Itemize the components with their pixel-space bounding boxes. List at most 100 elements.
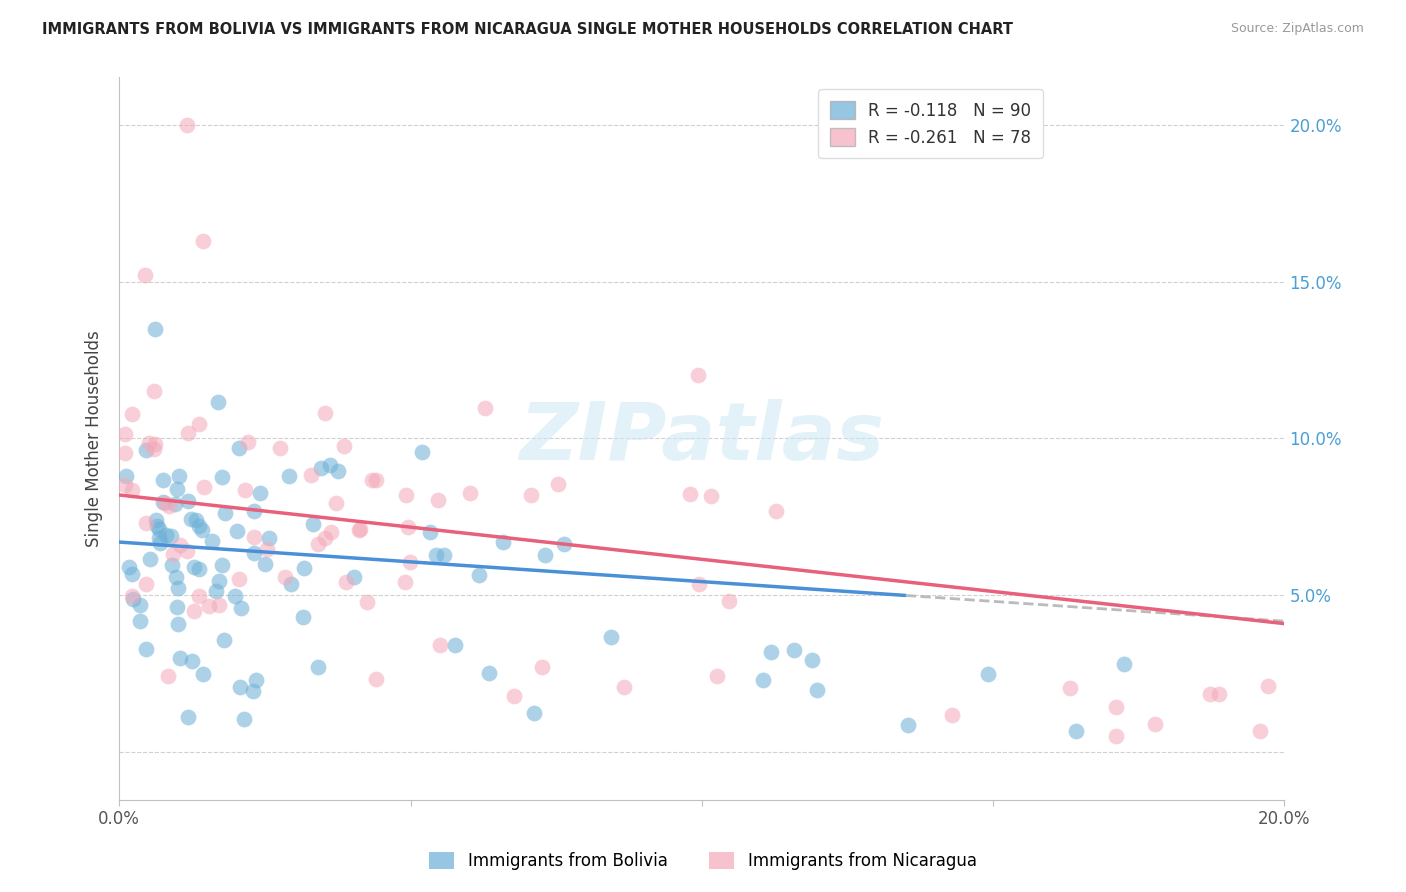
Point [235, 483, 257, 498]
Point [396, 520, 419, 534]
Point [503, 689, 526, 703]
Point [236, 434, 259, 449]
Point [253, 557, 276, 571]
Point [1249, 724, 1271, 739]
Point [142, 384, 165, 398]
Point [343, 570, 366, 584]
Text: Source: ZipAtlas.com: Source: ZipAtlas.com [1230, 22, 1364, 36]
Point [1143, 717, 1166, 731]
Point [157, 500, 180, 514]
Point [167, 469, 190, 483]
Point [129, 598, 152, 612]
Point [468, 567, 491, 582]
Point [148, 531, 170, 545]
Point [686, 368, 709, 382]
Point [759, 645, 782, 659]
Point [547, 476, 569, 491]
Point [274, 569, 297, 583]
Point [201, 534, 224, 549]
Point [187, 562, 209, 576]
Point [977, 666, 1000, 681]
Point [143, 442, 166, 457]
Point [366, 473, 388, 487]
Point [302, 516, 325, 531]
Point [197, 599, 219, 614]
Point [395, 488, 418, 502]
Point [319, 524, 342, 539]
Point [520, 488, 543, 502]
Point [145, 513, 167, 527]
Point [233, 712, 256, 726]
Point [411, 445, 433, 459]
Point [553, 537, 575, 551]
Point [167, 581, 190, 595]
Point [613, 680, 636, 694]
Point [280, 576, 302, 591]
Point [211, 470, 233, 484]
Point [134, 268, 156, 283]
Point [169, 651, 191, 665]
Point [114, 445, 136, 459]
Point [1105, 700, 1128, 714]
Point [425, 549, 447, 563]
Point [941, 708, 963, 723]
Point [121, 483, 143, 498]
Point [800, 653, 823, 667]
Point [155, 528, 177, 542]
Point [228, 441, 250, 455]
Point [752, 673, 775, 687]
Point [177, 710, 200, 724]
Point [243, 504, 266, 518]
Point [1104, 730, 1126, 744]
Point [335, 575, 357, 590]
Point [121, 567, 143, 582]
Point [183, 560, 205, 574]
Point [143, 321, 166, 335]
Point [176, 118, 198, 132]
Point [307, 660, 329, 674]
Point [166, 616, 188, 631]
Point [135, 642, 157, 657]
Point [299, 468, 322, 483]
Point [427, 493, 450, 508]
Point [165, 497, 187, 511]
Point [534, 548, 557, 562]
Point [319, 458, 342, 473]
Point [193, 480, 215, 494]
Point [333, 439, 356, 453]
Point [114, 426, 136, 441]
Point [1059, 681, 1081, 696]
Point [679, 487, 702, 501]
Point [166, 600, 188, 615]
Point [138, 552, 160, 566]
Point [184, 514, 207, 528]
Point [249, 486, 271, 500]
Point [1208, 686, 1230, 700]
Point [278, 468, 301, 483]
Point [245, 673, 267, 687]
Point [160, 529, 183, 543]
Point [314, 406, 336, 420]
Point [419, 524, 441, 539]
Point [806, 682, 828, 697]
Point [162, 548, 184, 562]
Point [309, 461, 332, 475]
Point [224, 590, 246, 604]
Point [143, 437, 166, 451]
Point [183, 604, 205, 618]
Point [349, 522, 371, 536]
Point [1257, 679, 1279, 693]
Point [155, 496, 177, 510]
Point [121, 589, 143, 603]
Point [307, 537, 329, 551]
Y-axis label: Single Mother Households: Single Mother Households [86, 330, 103, 547]
Point [207, 395, 229, 409]
Point [187, 589, 209, 603]
Point [269, 442, 291, 456]
Point [765, 503, 787, 517]
Point [243, 530, 266, 544]
Point [193, 667, 215, 681]
Point [146, 519, 169, 533]
Point [291, 609, 314, 624]
Point [138, 436, 160, 450]
